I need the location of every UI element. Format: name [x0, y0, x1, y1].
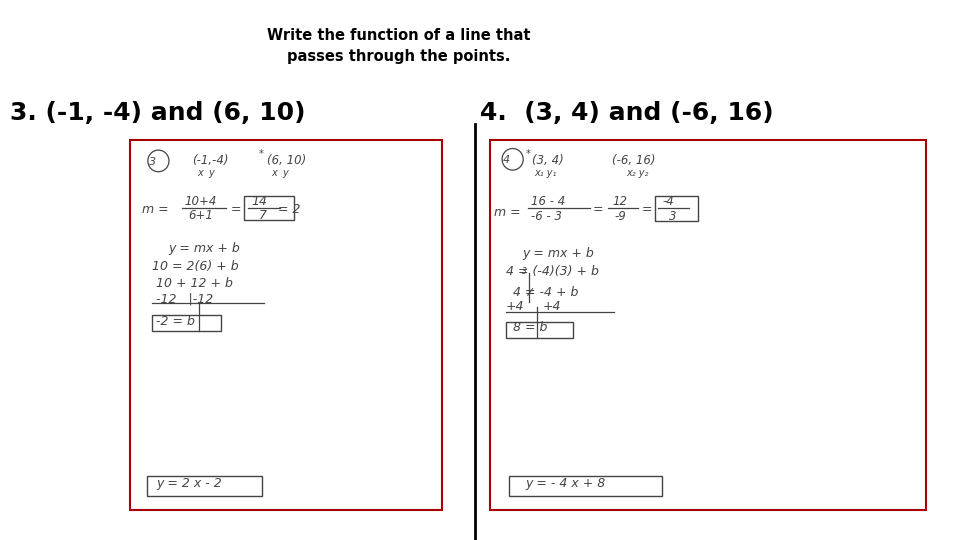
Bar [244, 196, 294, 220]
Text: -6 - 3: -6 - 3 [531, 210, 562, 222]
Text: 3. (-1, -4) and (6, 10): 3. (-1, -4) and (6, 10) [10, 102, 305, 125]
Text: 3: 3 [669, 210, 677, 222]
Text: 14: 14 [252, 195, 268, 208]
Bar [130, 140, 442, 510]
Text: Write the function of a line that: Write the function of a line that [267, 28, 530, 43]
Text: 10 = 2(6) + b: 10 = 2(6) + b [152, 260, 238, 273]
Text: 4 ≠ -4 + b: 4 ≠ -4 + b [513, 286, 578, 299]
Bar [147, 476, 262, 496]
Text: = 2: = 2 [278, 203, 300, 216]
Text: 7: 7 [259, 209, 267, 222]
Text: -9: -9 [614, 210, 626, 222]
Text: +4: +4 [542, 300, 561, 313]
Text: 6+1: 6+1 [188, 209, 213, 222]
Bar [506, 322, 573, 338]
Bar [152, 315, 221, 331]
Bar [655, 196, 698, 221]
Text: 4: 4 [503, 156, 510, 165]
Text: +4: +4 [506, 300, 524, 313]
Text: -12   |-12: -12 |-12 [156, 292, 214, 305]
Text: *: * [526, 149, 531, 159]
Text: y = - 4 x + 8: y = - 4 x + 8 [525, 477, 606, 490]
Text: passes through the points.: passes through the points. [287, 49, 510, 64]
Text: y = mx + b: y = mx + b [168, 242, 240, 255]
Text: 12: 12 [612, 195, 628, 208]
Text: *: * [259, 149, 264, 159]
Text: x₁ y₁: x₁ y₁ [535, 168, 557, 178]
Text: -4: -4 [662, 195, 674, 208]
Text: x  y: x y [272, 168, 289, 178]
Text: 4 = (-4)(3) + b: 4 = (-4)(3) + b [506, 265, 599, 278]
Text: =: = [592, 203, 603, 216]
Text: m =: m = [142, 203, 169, 216]
Text: (3, 4): (3, 4) [532, 154, 564, 167]
Text: (-6, 16): (-6, 16) [612, 154, 656, 167]
Text: (-1,-4): (-1,-4) [192, 154, 228, 167]
Text: 10 + 12 + b: 10 + 12 + b [156, 277, 233, 290]
Text: =: = [641, 203, 652, 216]
Text: 10+4: 10+4 [184, 195, 217, 208]
Text: y = 2 x - 2: y = 2 x - 2 [156, 477, 222, 490]
Text: m =: m = [494, 206, 521, 219]
Text: x₂ y₂: x₂ y₂ [626, 168, 648, 178]
Text: 3: 3 [506, 267, 527, 275]
Text: 8 = b: 8 = b [513, 321, 547, 334]
Text: =: = [230, 203, 241, 216]
Text: (6, 10): (6, 10) [267, 154, 306, 167]
Text: 4.  (3, 4) and (-6, 16): 4. (3, 4) and (-6, 16) [480, 102, 774, 125]
Text: x  y: x y [197, 168, 214, 178]
Text: -2 = b: -2 = b [156, 315, 195, 328]
Text: y = mx + b: y = mx + b [522, 247, 594, 260]
Bar [509, 476, 662, 496]
Text: 3: 3 [149, 157, 156, 167]
Bar [490, 140, 926, 510]
Text: 16 - 4: 16 - 4 [531, 195, 565, 208]
